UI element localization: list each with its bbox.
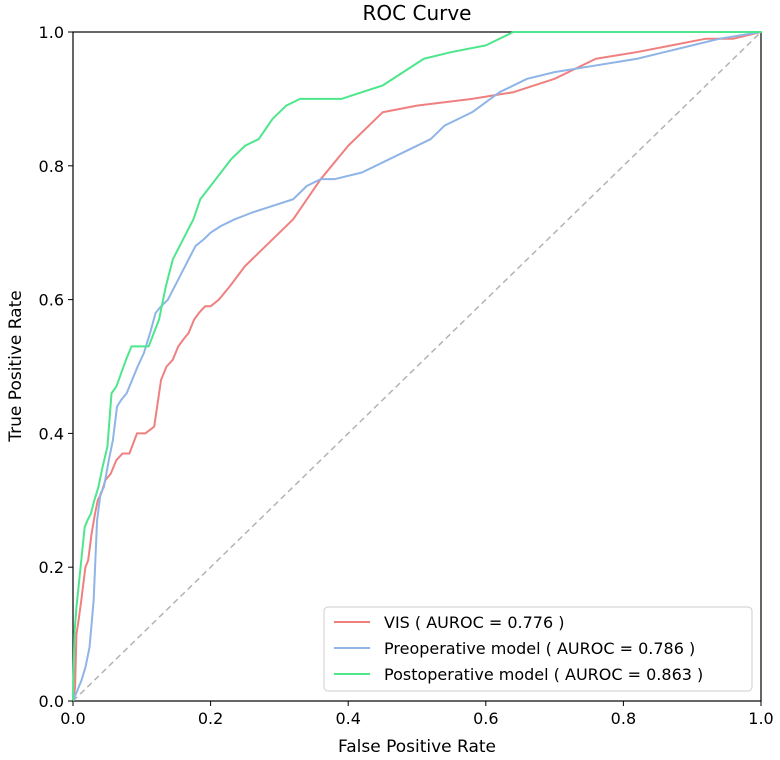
x-tick-label: 0.2 (198, 709, 223, 728)
plot-frame (72, 31, 762, 702)
y-tick-label: 0.4 (39, 424, 64, 443)
legend-label-postoperative: Postoperative model ( AUROC = 0.863 ) (384, 665, 703, 684)
legend: VIS ( AUROC = 0.776 ) Preoperative model… (323, 606, 753, 692)
series-line-preoperative-model (72, 31, 762, 702)
series-line-postoperative-model (72, 31, 762, 702)
y-tick-label: 0.2 (39, 558, 64, 577)
chance-diagonal-line (72, 31, 762, 702)
legend-label-preoperative: Preoperative model ( AUROC = 0.786 ) (384, 639, 695, 658)
y-tick-label: 0.6 (39, 291, 64, 310)
series-line-vis (72, 31, 762, 702)
x-tick-label: 0.4 (335, 709, 360, 728)
y-tick-label: 0.8 (39, 157, 64, 176)
y-tick-label: 0.0 (39, 692, 64, 711)
legend-frame (323, 606, 753, 692)
y-tick-label: 1.0 (39, 23, 64, 42)
legend-label-vis: VIS ( AUROC = 0.776 ) (384, 613, 564, 632)
x-tick-label: 1.0 (748, 709, 773, 728)
x-axis-label: False Positive Rate (338, 737, 496, 757)
x-tick-label: 0.6 (473, 709, 498, 728)
chart-title: ROC Curve (363, 1, 472, 25)
x-tick-label: 0.0 (60, 709, 85, 728)
x-tick-label: 0.8 (611, 709, 636, 728)
y-axis-label: True Positive Rate (6, 290, 26, 442)
